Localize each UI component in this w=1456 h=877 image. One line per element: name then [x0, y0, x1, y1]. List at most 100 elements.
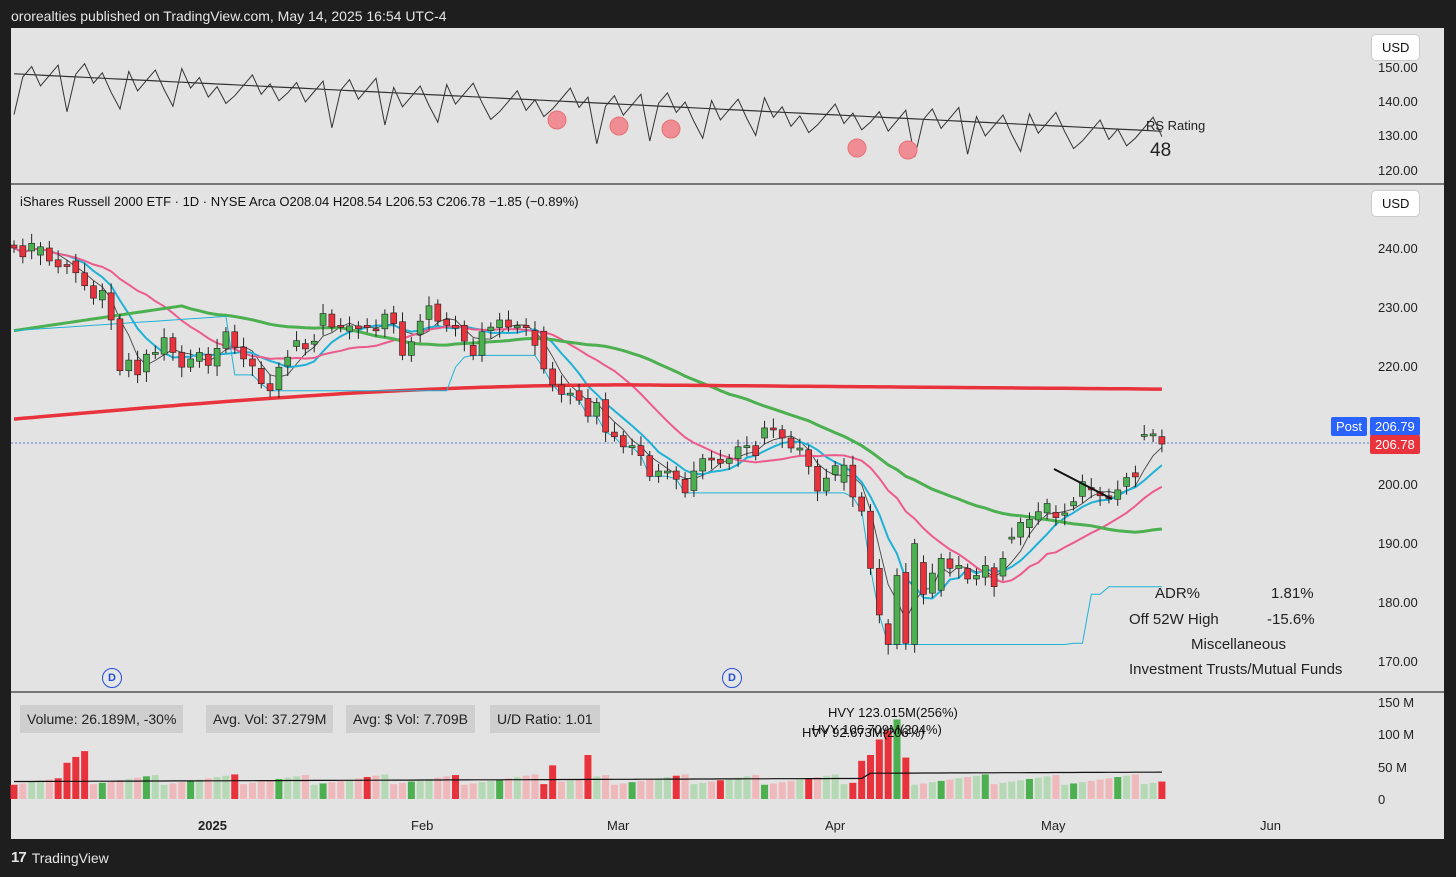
candle-body [213, 347, 221, 367]
candle-body [231, 331, 239, 348]
hvy-label-3: HVY 92.673M(206%) [802, 725, 925, 740]
candle-body [566, 392, 574, 396]
volume-bar [45, 779, 53, 799]
candle-body [134, 359, 141, 376]
volume-bar [840, 784, 848, 799]
volume-bar [584, 755, 592, 799]
candle-body [805, 449, 813, 467]
volume-bar [549, 765, 557, 799]
volume-bar [257, 781, 265, 799]
volume-bar [1061, 784, 1069, 799]
volume-bar [195, 779, 203, 799]
candle-body [381, 313, 389, 330]
candle-body [337, 324, 345, 328]
dividend-marker[interactable]: D [722, 668, 742, 688]
volume-bar [399, 782, 407, 799]
avg-volume-stat: Avg. Vol: 37.279M [206, 705, 334, 733]
candle-body [990, 567, 998, 587]
volume-tick: 100 M [1378, 727, 1414, 742]
candle-body [293, 340, 300, 347]
candle-body [266, 383, 274, 392]
candle-body [1158, 436, 1166, 445]
candle-body [876, 568, 883, 616]
candle-body [302, 343, 309, 350]
volume-bar [1017, 780, 1025, 799]
volume-bar [981, 774, 989, 799]
volume-bar [928, 782, 936, 799]
volume-bar [637, 780, 645, 799]
symbol-legend[interactable]: iShares Russell 2000 ETF · 1D · NYSE Arc… [20, 194, 579, 209]
volume-bar [354, 778, 362, 799]
volume-bar [646, 779, 654, 799]
volume-bar [743, 776, 751, 799]
volume-stat: Volume: 26.189M, -30% [20, 705, 184, 733]
candle-body [1008, 536, 1016, 540]
volume-bar [407, 781, 415, 799]
rs-tick: 120.00 [1378, 163, 1418, 178]
candle-body [37, 246, 44, 256]
volume-bar [98, 782, 106, 799]
candle-body [628, 445, 636, 448]
adr-value: 1.81% [1271, 585, 1314, 602]
rs-low-markers [547, 110, 918, 160]
candle-body [399, 321, 406, 356]
volume-bar [496, 779, 504, 799]
rs-low-dot [898, 140, 918, 160]
volume-bar [1131, 774, 1139, 799]
candle-body [690, 470, 698, 491]
candle-body [363, 324, 371, 328]
time-label-may: May [1041, 818, 1066, 833]
candle-body [522, 324, 530, 328]
candle-body [310, 340, 318, 345]
volume-bar [1070, 783, 1078, 799]
candle-body [823, 477, 830, 492]
price-tick: 240.00 [1378, 241, 1418, 256]
candle-body [116, 318, 124, 372]
candle-body [1061, 512, 1069, 516]
volume-bar [619, 783, 627, 799]
rs-currency-button[interactable]: USD [1372, 35, 1420, 60]
volume-bar [310, 784, 318, 799]
candle-body [937, 558, 945, 591]
candle-body [849, 464, 857, 498]
candle-body [1043, 503, 1051, 514]
candle-body [1149, 433, 1157, 437]
candle-body [787, 437, 795, 449]
volume-bar [452, 775, 459, 799]
volume-bar [655, 778, 663, 799]
main-currency-button[interactable]: USD [1372, 191, 1420, 216]
candle-body [54, 259, 62, 268]
volume-bar [593, 776, 601, 799]
volume-bar [1034, 777, 1042, 799]
volume-bar [761, 784, 769, 799]
adr-label: ADR% [1155, 585, 1201, 602]
volume-bar [769, 783, 777, 799]
volume-bar [478, 782, 486, 799]
volume-bar [778, 782, 786, 799]
volume-bar [734, 777, 742, 799]
candle-body [187, 358, 194, 368]
time-axis: 2025 Feb Mar Apr May Jun [198, 818, 1281, 833]
footer-brand[interactable]: 17 TradingView [11, 849, 109, 866]
volume-bar [663, 777, 671, 799]
candle-body [1017, 522, 1024, 538]
dividend-marker[interactable]: D [102, 668, 122, 688]
candle-body [611, 431, 618, 438]
candle-body [999, 558, 1007, 577]
volume-bar [919, 783, 927, 799]
candle-body [160, 337, 168, 355]
volume-bar [372, 775, 380, 799]
volume-bar [107, 781, 115, 799]
volume-bar [266, 780, 274, 799]
candle-body [240, 346, 247, 360]
volume-bar [893, 719, 901, 799]
volume-bar [10, 784, 18, 799]
candle-body [514, 325, 521, 329]
candle-body [946, 558, 954, 569]
volume-bar [469, 783, 477, 799]
candle-body [1034, 511, 1042, 521]
volume-bar [487, 780, 495, 799]
volume-bar [805, 778, 813, 799]
volume-bar [187, 780, 195, 799]
